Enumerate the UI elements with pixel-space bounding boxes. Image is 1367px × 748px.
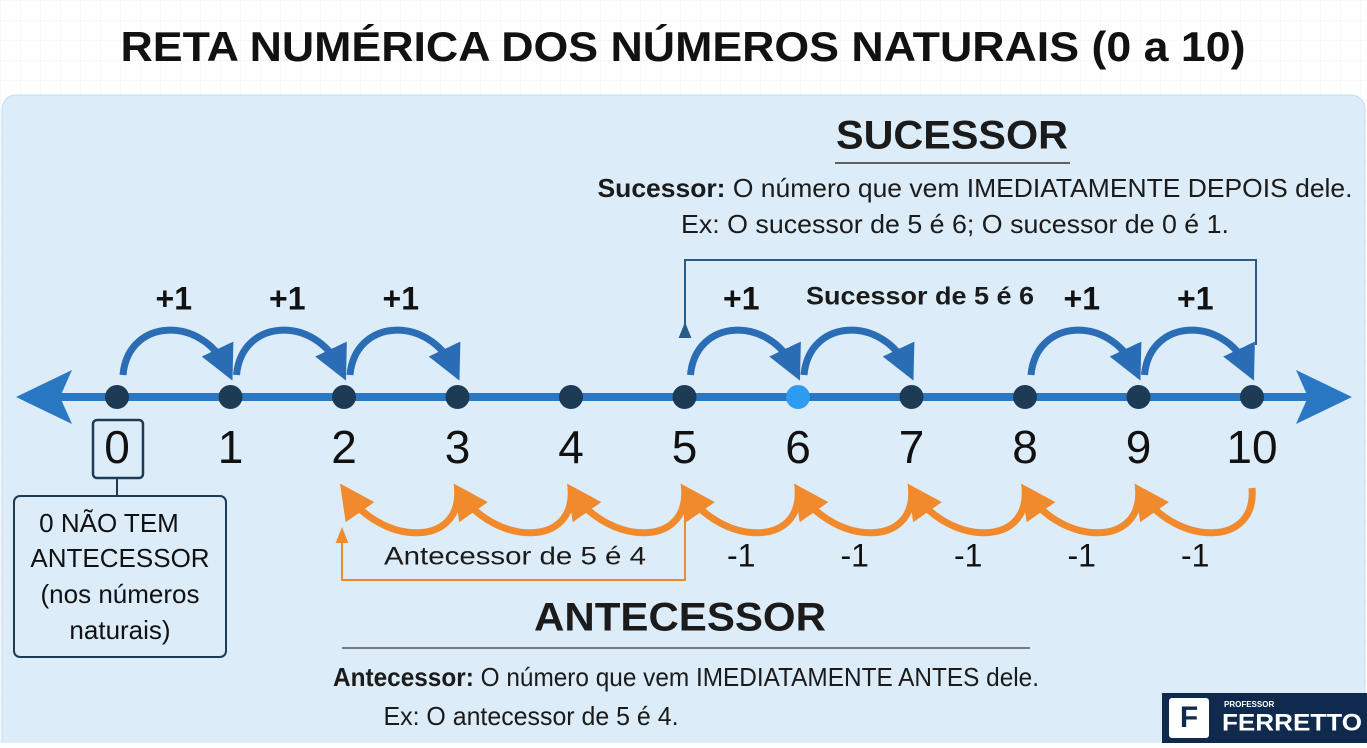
zero-note-box <box>13 495 227 658</box>
predecessor-note: Antecessor de 5 é 4 <box>384 543 646 571</box>
successor-definition: Sucessor: O número que vem IMEDIATAMENTE… <box>598 173 1353 203</box>
plus-label: +1 <box>1177 280 1213 316</box>
successor-arrow <box>233 326 347 381</box>
points: 0 1 2 3 4 5 6 7 8 9 10 <box>104 385 1278 473</box>
definition: O número que vem IMEDIATAMENTE ANTES del… <box>481 662 1039 692</box>
point-label: 1 <box>218 421 244 473</box>
minus-label: -1 <box>1181 537 1209 573</box>
panel <box>1 94 1366 748</box>
successor-note: Sucessor de 5 é 6 <box>806 283 1034 311</box>
point-label: 10 <box>1226 421 1277 473</box>
plus-label: +1 <box>383 280 419 316</box>
point-label: 8 <box>1012 421 1038 473</box>
right-arrowhead <box>1296 370 1352 424</box>
point <box>672 385 697 409</box>
successor-arrow <box>119 326 234 381</box>
successor-example: Ex: O sucessor de 5 é 6; O sucessor de 0… <box>681 209 1229 239</box>
minus-label: -1 <box>841 537 869 573</box>
successor-arrow <box>346 326 461 381</box>
successor-heading: SUCESSOR <box>836 114 1068 158</box>
point <box>218 385 243 409</box>
successor-arrow <box>687 326 801 381</box>
predecessor-arrow <box>1134 483 1256 537</box>
term: Antecessor: <box>333 662 474 692</box>
term: Sucessor: <box>598 173 726 203</box>
predecessor-example: Ex: O antecessor de 5 é 4. <box>384 701 679 731</box>
minus-label: -1 <box>954 537 982 573</box>
successor-arrow <box>1027 326 1142 381</box>
predecessor-bracket <box>335 490 686 581</box>
point-label: 5 <box>672 421 698 473</box>
point <box>559 385 583 409</box>
minus-label: -1 <box>727 537 755 573</box>
point-label: 4 <box>558 421 584 473</box>
minus-labels: -1 -1 -1 -1 -1 <box>727 537 1209 573</box>
zero-note-line: 0 NÃO TEM <box>39 508 179 538</box>
successor-arrow <box>800 326 915 381</box>
point <box>1240 385 1264 409</box>
point <box>332 385 356 409</box>
plus-label: +1 <box>1064 280 1100 316</box>
point-label: 9 <box>1126 421 1152 473</box>
zero-note-line: ANTECESSOR <box>30 543 209 573</box>
logo-letter: F <box>1180 701 1198 734</box>
point-label: 2 <box>331 421 357 473</box>
point-label: 6 <box>785 421 811 473</box>
point <box>1013 385 1037 409</box>
successor-arrow <box>1141 326 1255 381</box>
successor-bracket <box>678 259 1257 345</box>
title: RETA NUMÉRICA DOS NÚMEROS NATURAIS (0 a … <box>121 22 1246 70</box>
plus-label: +1 <box>156 280 192 316</box>
zero-note-line: naturais) <box>69 615 170 645</box>
point <box>899 385 924 409</box>
plus-label: +1 <box>269 280 305 316</box>
logo-small: PROFESSOR <box>1224 700 1274 709</box>
plus-label: +1 <box>723 280 759 316</box>
point-label: 7 <box>899 421 925 473</box>
arrows <box>119 326 1256 537</box>
point <box>786 385 810 409</box>
minus-label: -1 <box>1068 537 1096 573</box>
definition: O número que vem IMEDIATAMENTE DEPOIS de… <box>733 173 1353 203</box>
point-label: 0 <box>104 421 130 473</box>
predecessor-definition: Antecessor: O número que vem IMEDIATAMEN… <box>333 662 1039 692</box>
plus-labels: +1 +1 +1 +1 +1 +1 <box>156 280 1214 316</box>
point-label: 3 <box>445 421 471 473</box>
left-arrowhead <box>16 370 72 424</box>
point <box>445 385 470 409</box>
point <box>1126 385 1151 409</box>
logo-badge <box>1169 698 1209 738</box>
point <box>105 385 129 409</box>
logo-name: FERRETTO <box>1222 709 1362 736</box>
zero-note-line: (nos números <box>41 579 200 609</box>
predecessor-heading: ANTECESSOR <box>534 596 826 640</box>
